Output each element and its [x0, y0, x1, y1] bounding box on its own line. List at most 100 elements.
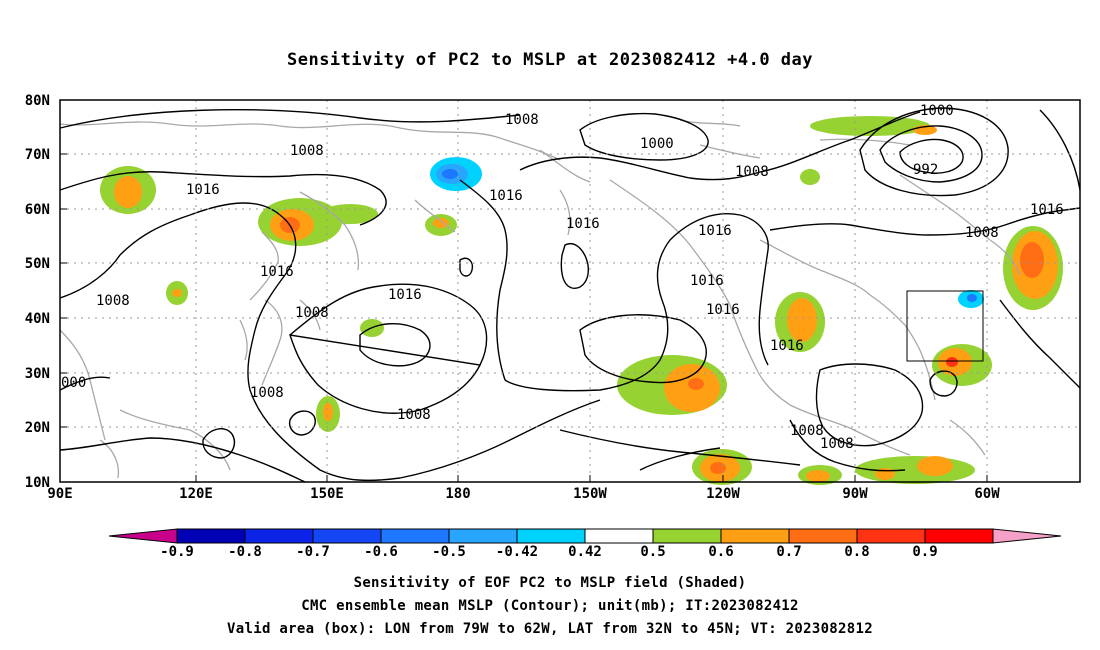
- isobar-line: [789, 419, 906, 472]
- lat-label: 20N: [25, 420, 50, 436]
- colorbar-label: 0.6: [708, 544, 733, 560]
- isobar-line: [579, 314, 707, 384]
- isobar-line: [560, 243, 589, 289]
- colorbar-cell: [380, 528, 450, 544]
- gridlines: [60, 100, 1080, 482]
- lat-label: 70N: [25, 147, 50, 163]
- contour-label: 1008: [965, 225, 999, 241]
- lon-label: 150E: [310, 486, 344, 502]
- shade-green: [322, 204, 378, 224]
- lat-label: 40N: [25, 311, 50, 327]
- isobar-line: [1004, 207, 1081, 226]
- caption-line-3: Valid area (box): LON from 79W to 62W, L…: [227, 621, 873, 637]
- contour-label: 1008: [250, 385, 284, 401]
- lon-label: 120W: [706, 486, 740, 502]
- colorbar-cell: [312, 528, 382, 544]
- isobar-line: [459, 179, 508, 381]
- lon-label: 90W: [842, 486, 868, 502]
- isobar-line: [247, 329, 401, 482]
- shade-orange: [323, 403, 333, 421]
- contour-label: 1016: [489, 188, 523, 204]
- colorbar-cell: [108, 528, 178, 544]
- contour-label: 1016: [690, 273, 724, 289]
- shade-orange: [433, 218, 449, 228]
- colorbar-cell: [448, 528, 518, 544]
- colorbar: -0.9 -0.8 -0.7 -0.6 -0.5 -0.42 0.42 0.5 …: [108, 528, 1062, 560]
- colorbar-cell: [924, 528, 994, 544]
- shade-orange: [1020, 242, 1044, 278]
- shade-orange: [806, 470, 830, 482]
- isobar-line: [202, 428, 236, 459]
- colorbar-label: -0.9: [160, 544, 194, 560]
- shade-orange: [787, 298, 817, 342]
- shade-green: [800, 169, 820, 185]
- map-frame: [59, 99, 1081, 483]
- valid-area-box: [906, 290, 984, 362]
- colorbar-label: 0.8: [844, 544, 869, 560]
- shade-blue: [442, 169, 458, 179]
- contour-label: 1008: [820, 436, 854, 452]
- isobar-line: [519, 156, 761, 181]
- caption-line-1: Sensitivity of EOF PC2 to MSLP field (Sh…: [353, 575, 747, 591]
- colorbar-labels: -0.9 -0.8 -0.7 -0.6 -0.5 -0.42 0.42 0.5 …: [160, 544, 938, 560]
- lat-label: 80N: [25, 93, 50, 109]
- colorbar-label: 0.9: [912, 544, 937, 560]
- colorbar-label: 0.7: [776, 544, 801, 560]
- colorbar-label: -0.6: [364, 544, 398, 560]
- isobar-line: [288, 334, 482, 414]
- lon-label: 180: [445, 486, 470, 502]
- isobar-line: [859, 107, 1009, 197]
- colorbar-label: 0.5: [640, 544, 665, 560]
- isobar-line: [929, 370, 958, 397]
- shade-lightblue: [967, 294, 977, 302]
- colorbar-label: -0.7: [296, 544, 330, 560]
- colorbar-cell: [720, 528, 790, 544]
- sensitivity-shading: [100, 116, 1063, 485]
- caption-line-2: CMC ensemble mean MSLP (Contour); unit(m…: [301, 598, 799, 614]
- isobar-line: [59, 376, 111, 391]
- isobar-line: [769, 223, 1006, 236]
- isobar-line: [59, 171, 381, 191]
- colorbar-cells: [108, 528, 1062, 544]
- isobar-line: [459, 257, 474, 277]
- colorbar-label: -0.5: [432, 544, 466, 560]
- contour-label: 1016: [706, 302, 740, 318]
- colorbar-cell: [244, 528, 314, 544]
- shade-red: [946, 357, 958, 367]
- isobar-line: [758, 249, 769, 366]
- contour-label: 1016: [260, 264, 294, 280]
- lon-label: 60W: [974, 486, 1000, 502]
- contour-label: 1016: [186, 182, 220, 198]
- colorbar-cell: [992, 528, 1062, 544]
- colorbar-label: -0.8: [228, 544, 262, 560]
- contour-label: 1016: [770, 338, 804, 354]
- isobar-line: [254, 214, 297, 331]
- shade-orange: [710, 462, 726, 474]
- isobar-line: [399, 399, 601, 479]
- isobar-line: [999, 299, 1081, 389]
- contour-label: 1016: [566, 216, 600, 232]
- isobar-line: [639, 447, 721, 471]
- contour-label: 1000: [640, 136, 674, 152]
- colorbar-cell: [584, 528, 654, 544]
- isobar-line: [289, 283, 488, 366]
- isobar-line: [1039, 109, 1081, 191]
- shade-orange: [688, 378, 704, 390]
- latitude-labels: 80N 70N 60N 50N 40N 30N 20N 10N: [25, 93, 50, 491]
- isobar-contours: [59, 107, 1081, 483]
- isobar-line: [59, 109, 521, 129]
- contour-label: 1008: [290, 143, 324, 159]
- shade-orange: [172, 289, 182, 297]
- contour-label: 000: [61, 375, 86, 391]
- contour-labels: 1008 1000 1008 1016 1016 1008 1008 1016 …: [61, 103, 1064, 452]
- isobar-line: [815, 363, 924, 447]
- isobar-line: [579, 112, 709, 161]
- isobar-line: [59, 437, 306, 483]
- shade-orange: [114, 176, 142, 208]
- axis-ticks: [60, 153, 988, 482]
- map-title: Sensitivity of PC2 to MSLP at 2023082412…: [286, 50, 813, 70]
- contour-label: 1008: [295, 305, 329, 321]
- isobar-line: [359, 322, 431, 367]
- shade-green: [810, 116, 930, 136]
